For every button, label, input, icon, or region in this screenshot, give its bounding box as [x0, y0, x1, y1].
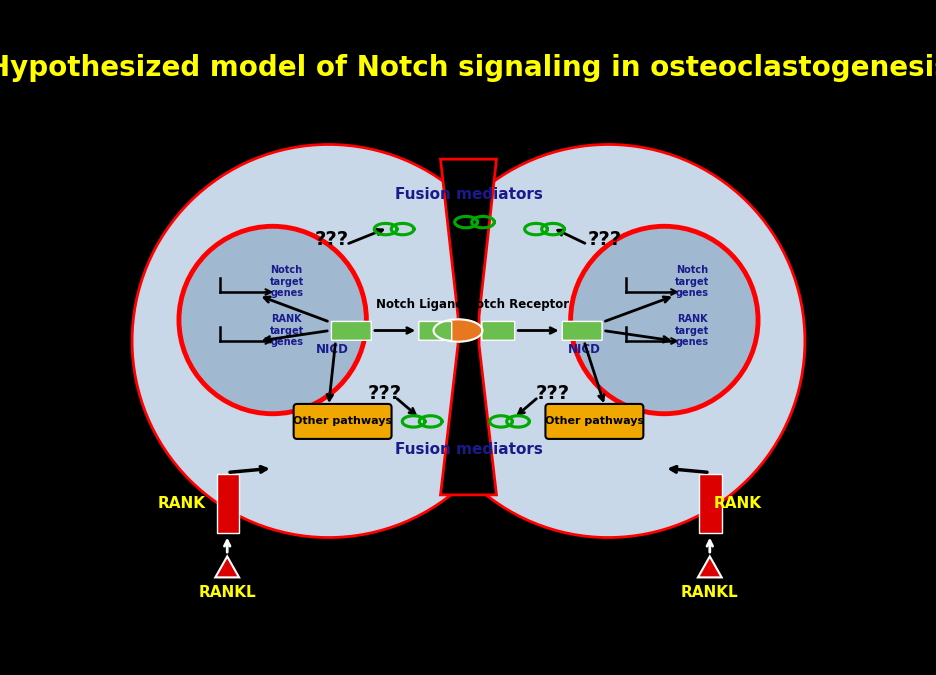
FancyBboxPatch shape: [481, 321, 514, 340]
Text: Fusion mediators: Fusion mediators: [394, 442, 542, 457]
FancyBboxPatch shape: [562, 321, 602, 340]
Text: Notch
target
genes: Notch target genes: [270, 265, 303, 298]
Text: ???: ???: [534, 384, 569, 403]
FancyBboxPatch shape: [545, 404, 643, 439]
Circle shape: [569, 225, 758, 414]
Text: NICD: NICD: [315, 343, 348, 356]
Polygon shape: [697, 556, 721, 577]
Text: RANKL: RANKL: [198, 585, 256, 600]
Text: RANK: RANK: [157, 495, 206, 511]
Circle shape: [180, 227, 365, 413]
Text: Notch
target
genes: Notch target genes: [675, 265, 709, 298]
Circle shape: [414, 146, 802, 535]
FancyBboxPatch shape: [418, 321, 451, 340]
Circle shape: [133, 145, 524, 537]
Text: Other pathways: Other pathways: [293, 416, 392, 427]
Ellipse shape: [433, 319, 482, 342]
Text: RANK
target
genes: RANK target genes: [270, 314, 303, 347]
Text: ???: ???: [367, 384, 402, 403]
Circle shape: [178, 225, 367, 414]
Text: Notch Receptor: Notch Receptor: [465, 298, 568, 311]
PathPatch shape: [440, 159, 496, 495]
FancyBboxPatch shape: [698, 474, 721, 533]
FancyBboxPatch shape: [331, 321, 371, 340]
Text: Hypothesized model of Notch signaling in osteoclastogenesis: Hypothesized model of Notch signaling in…: [0, 54, 936, 82]
Text: Notch Ligand: Notch Ligand: [375, 298, 463, 311]
Text: NICD: NICD: [567, 343, 600, 356]
Circle shape: [134, 146, 522, 535]
Text: Other pathways: Other pathways: [544, 416, 643, 427]
FancyBboxPatch shape: [293, 404, 391, 439]
Text: RANKL: RANKL: [680, 585, 738, 600]
Polygon shape: [215, 556, 239, 577]
Text: ???: ???: [314, 230, 349, 249]
Circle shape: [571, 227, 756, 413]
Text: RANK
target
genes: RANK target genes: [675, 314, 709, 347]
Text: ???: ???: [587, 230, 622, 249]
Circle shape: [412, 145, 803, 537]
FancyBboxPatch shape: [216, 474, 239, 533]
Text: RANK: RANK: [713, 495, 761, 511]
Text: Fusion mediators: Fusion mediators: [394, 186, 542, 202]
